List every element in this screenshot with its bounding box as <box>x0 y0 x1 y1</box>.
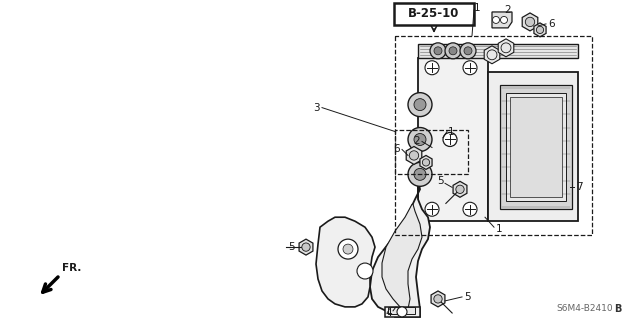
Circle shape <box>357 263 373 279</box>
Text: 1: 1 <box>496 224 502 234</box>
Text: 2: 2 <box>504 5 511 15</box>
Polygon shape <box>299 239 313 255</box>
Circle shape <box>338 239 358 259</box>
Circle shape <box>408 93 432 116</box>
Circle shape <box>425 202 439 216</box>
FancyBboxPatch shape <box>394 3 474 25</box>
Circle shape <box>414 99 426 111</box>
Polygon shape <box>498 39 514 57</box>
Polygon shape <box>418 58 488 221</box>
Text: 7: 7 <box>576 182 582 192</box>
Circle shape <box>434 47 442 55</box>
Circle shape <box>501 43 511 53</box>
Text: 5: 5 <box>437 176 444 186</box>
Text: 5: 5 <box>464 292 470 302</box>
Text: B-25-10: B-25-10 <box>408 7 460 20</box>
Circle shape <box>463 61 477 75</box>
Circle shape <box>408 162 432 186</box>
Text: 4: 4 <box>385 308 392 318</box>
Polygon shape <box>522 13 538 31</box>
Text: 5: 5 <box>289 242 295 252</box>
Polygon shape <box>510 97 562 197</box>
Circle shape <box>434 295 442 303</box>
Polygon shape <box>453 181 467 197</box>
Polygon shape <box>492 12 512 28</box>
Text: 2: 2 <box>413 137 420 146</box>
Polygon shape <box>500 85 572 209</box>
Text: B: B <box>614 304 621 314</box>
Circle shape <box>414 168 426 180</box>
Text: 6: 6 <box>394 145 400 154</box>
Polygon shape <box>484 46 500 64</box>
Circle shape <box>463 202 477 216</box>
Text: FR.: FR. <box>62 263 81 273</box>
Circle shape <box>456 185 464 193</box>
Circle shape <box>302 243 310 251</box>
Polygon shape <box>382 204 422 309</box>
Circle shape <box>414 134 426 145</box>
Polygon shape <box>431 291 445 307</box>
Polygon shape <box>534 23 546 37</box>
Circle shape <box>343 244 353 254</box>
Polygon shape <box>418 44 578 58</box>
Circle shape <box>410 151 419 160</box>
Polygon shape <box>316 217 375 307</box>
Text: 1: 1 <box>474 3 481 13</box>
Circle shape <box>397 307 407 317</box>
Circle shape <box>464 47 472 55</box>
Circle shape <box>408 128 432 152</box>
Polygon shape <box>370 179 430 317</box>
Circle shape <box>422 159 429 166</box>
Polygon shape <box>406 146 422 164</box>
Circle shape <box>430 43 446 59</box>
Polygon shape <box>420 155 432 169</box>
Polygon shape <box>385 307 420 317</box>
Circle shape <box>425 61 439 75</box>
Circle shape <box>500 17 508 23</box>
Circle shape <box>487 50 497 60</box>
Circle shape <box>445 43 461 59</box>
Circle shape <box>443 132 457 146</box>
Circle shape <box>525 17 534 26</box>
Text: 1: 1 <box>448 127 454 137</box>
Text: S6M4-B2410: S6M4-B2410 <box>556 304 612 313</box>
Polygon shape <box>488 72 578 221</box>
Polygon shape <box>388 307 415 314</box>
Circle shape <box>449 47 457 55</box>
Text: 6: 6 <box>548 19 555 29</box>
Text: 3: 3 <box>314 103 320 113</box>
Circle shape <box>536 26 543 33</box>
Circle shape <box>493 17 499 23</box>
Circle shape <box>460 43 476 59</box>
Polygon shape <box>506 93 566 201</box>
